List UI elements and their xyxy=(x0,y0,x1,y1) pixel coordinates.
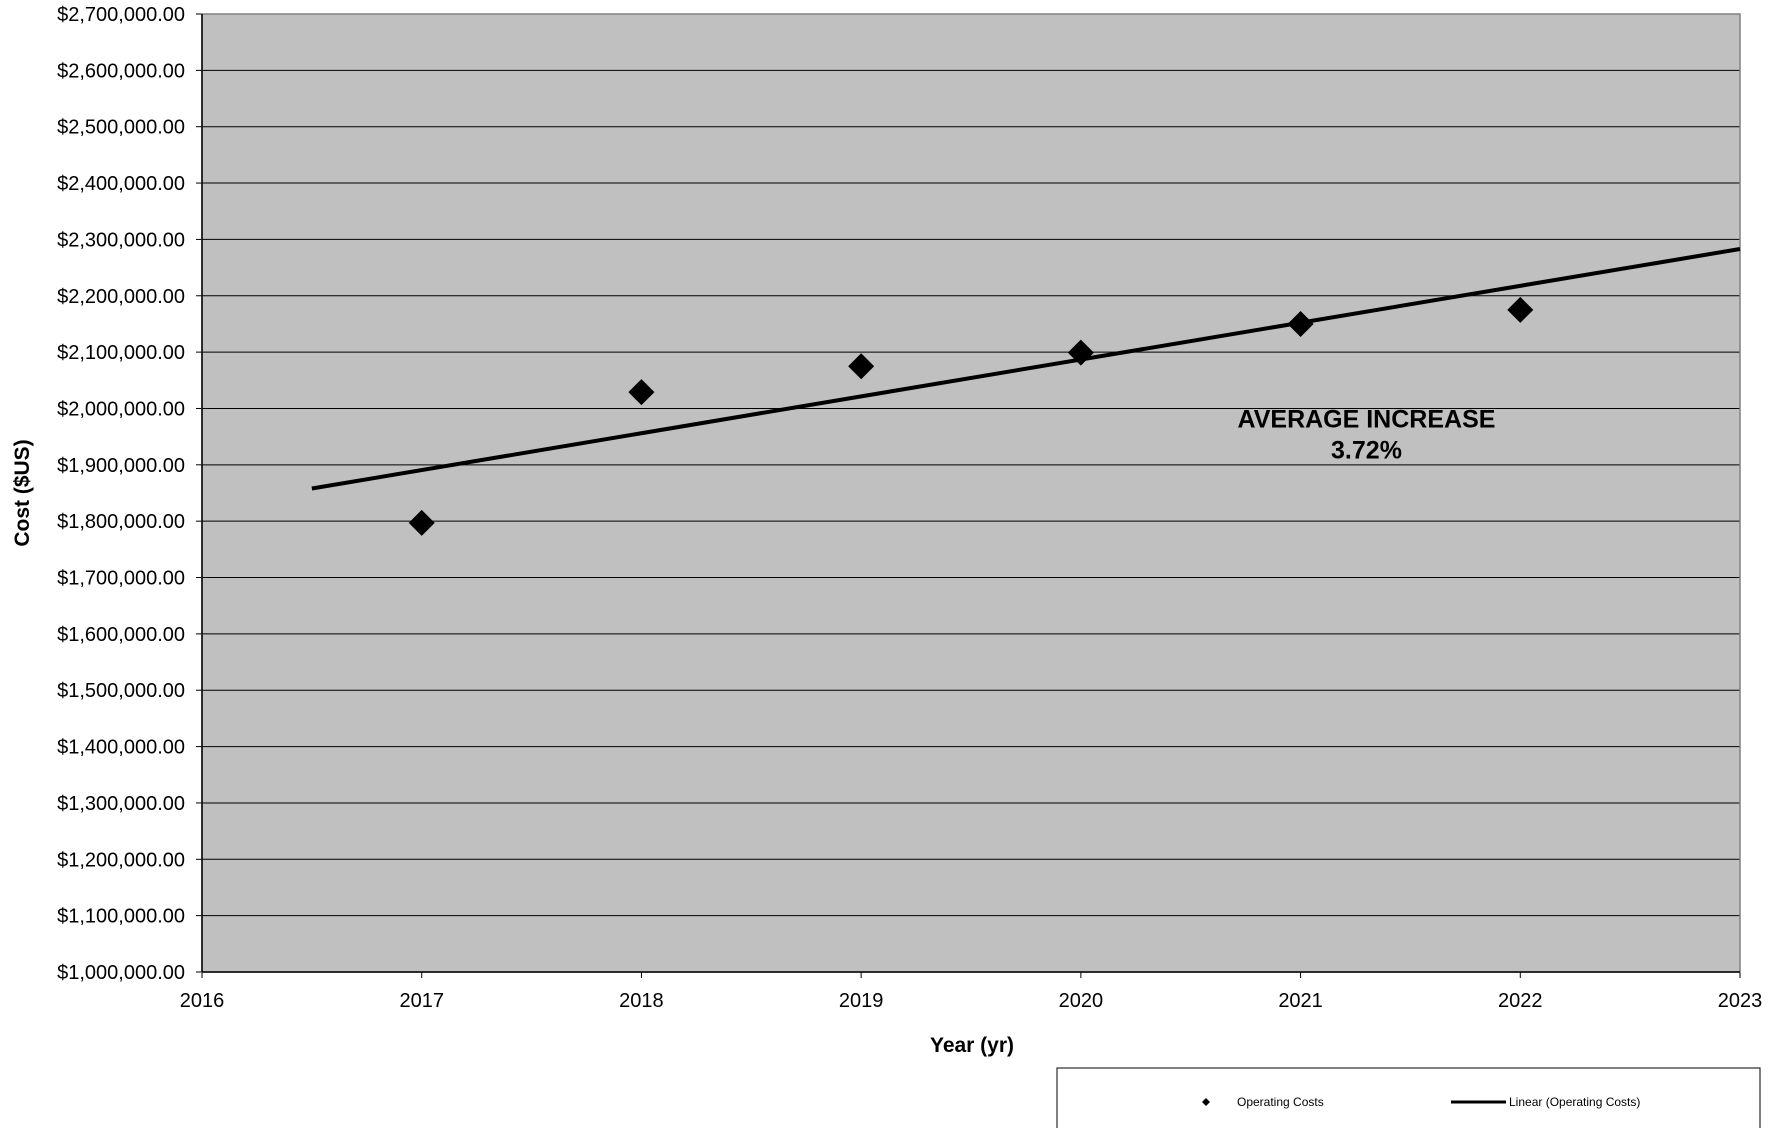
annotation: AVERAGE INCREASE 3.72% xyxy=(1238,405,1496,464)
y-tick-label: $1,800,000.00 xyxy=(57,511,185,533)
legend-box xyxy=(1056,1067,1761,1128)
y-tick-label: $1,600,000.00 xyxy=(57,624,185,646)
y-tick-label: $2,700,000.00 xyxy=(57,4,185,26)
legend-label-operating-costs: Operating Costs xyxy=(1237,1095,1324,1109)
x-tick-label: 2023 xyxy=(1718,990,1763,1012)
y-tick-label: $1,700,000.00 xyxy=(57,568,185,590)
y-tick-label: $1,300,000.00 xyxy=(57,793,185,815)
annotation-line-2: 3.72% xyxy=(1331,436,1402,464)
x-tick-label: 2019 xyxy=(839,990,884,1012)
axes xyxy=(201,13,1741,973)
x-tick-label: 2018 xyxy=(619,990,664,1012)
legend-marker-diamond-icon xyxy=(1202,1098,1210,1106)
x-axis-ticks: 2016 2017 2018 2019 2020 2021 2022 2023 xyxy=(180,972,1763,1012)
y-tick-label: $1,900,000.00 xyxy=(57,455,185,477)
x-tick-label: 2017 xyxy=(399,990,444,1012)
y-tick-label: $1,500,000.00 xyxy=(57,680,185,702)
y-axis-title: Cost ($US) xyxy=(11,439,34,546)
data-point-2020 xyxy=(1067,339,1094,366)
y-tick-label: $1,000,000.00 xyxy=(57,962,185,984)
y-tick-label: $2,300,000.00 xyxy=(57,229,185,251)
data-point-2017 xyxy=(408,509,435,536)
x-tick-label: 2021 xyxy=(1278,990,1323,1012)
trendline xyxy=(311,247,1741,491)
y-tick-label: $2,200,000.00 xyxy=(57,286,185,308)
series xyxy=(311,247,1741,536)
data-point-2022 xyxy=(1507,296,1534,323)
legend: Operating Costs Linear (Operating Costs) xyxy=(1056,1067,1761,1128)
y-tick-label: $2,400,000.00 xyxy=(57,173,185,195)
annotation-line-1: AVERAGE INCREASE xyxy=(1238,405,1496,433)
y-tick-label: $2,000,000.00 xyxy=(57,398,185,420)
data-point-2018 xyxy=(628,379,655,406)
y-tick-label: $1,100,000.00 xyxy=(57,906,185,928)
y-tick-label: $1,200,000.00 xyxy=(57,849,185,871)
data-point-2021 xyxy=(1287,310,1314,337)
y-axis-ticks: $1,000,000.00 $1,100,000.00 $1,200,000.00 $… xyxy=(57,4,202,984)
data-point-2019 xyxy=(848,353,875,380)
y-tick-label: $2,600,000.00 xyxy=(57,60,185,82)
y-tick-label: $1,400,000.00 xyxy=(57,737,185,759)
y-tick-label: $2,100,000.00 xyxy=(57,342,185,364)
x-tick-label: 2022 xyxy=(1498,990,1543,1012)
x-tick-label: 2020 xyxy=(1059,990,1104,1012)
y-tick-label: $2,500,000.00 xyxy=(57,117,185,139)
x-axis-title: Year (yr) xyxy=(930,1034,1014,1057)
legend-label-linear: Linear (Operating Costs) xyxy=(1509,1095,1640,1109)
x-tick-label: 2016 xyxy=(180,990,225,1012)
plot-area xyxy=(202,14,1740,972)
